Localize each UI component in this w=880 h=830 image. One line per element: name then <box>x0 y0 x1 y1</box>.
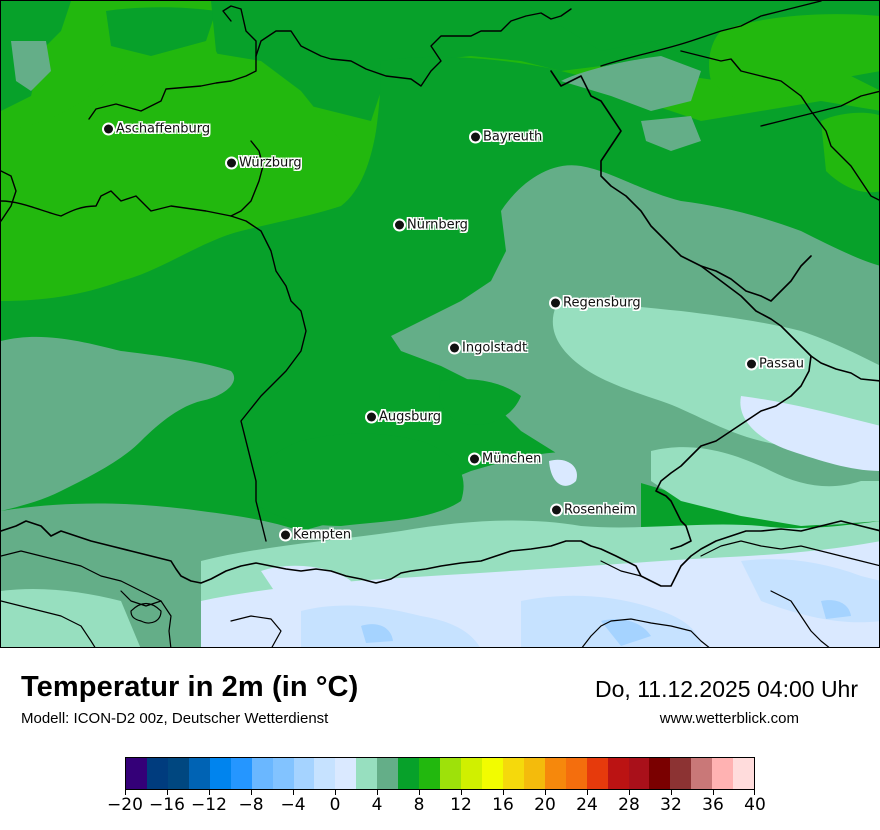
city-rosenheim: Rosenheim <box>552 503 636 518</box>
map-title: Temperatur in 2m (in °C) <box>21 671 359 703</box>
colorbar-segment <box>419 758 441 789</box>
model-info: Modell: ICON-D2 00z, Deutscher Wetterdie… <box>21 710 329 727</box>
colorbar-tick-label: −4 <box>280 795 306 815</box>
colorbar-segment <box>146 758 168 789</box>
temperature-map[interactable]: Aschaffenburg Würzburg Bayreuth Nürnberg… <box>0 0 880 648</box>
colorbar-tick-label: 8 <box>413 795 425 815</box>
colorbar-segment <box>314 758 336 789</box>
forecast-datetime: Do, 11.12.2025 04:00 Uhr <box>595 676 858 702</box>
colorbar-tick <box>419 790 420 795</box>
city-dot-icon <box>551 298 560 308</box>
colorbar-segment <box>377 758 399 789</box>
colorbar-segment <box>272 758 294 789</box>
colorbar-tick-label: −12 <box>191 795 227 815</box>
temperature-field <box>1 1 879 647</box>
city-passau: Passau <box>747 357 804 372</box>
city-bayreuth: Bayreuth <box>471 130 542 145</box>
city-kempten: Kempten <box>281 528 351 543</box>
colorbar-segment <box>712 758 734 789</box>
colorbar-segment <box>607 758 629 789</box>
city-dot-icon <box>367 412 376 422</box>
city-dot-icon <box>747 359 756 369</box>
colorbar-tick-label: 16 <box>492 795 514 815</box>
colorbar-segment <box>481 758 503 789</box>
colorbar-tick <box>754 790 755 795</box>
colorbar-segment <box>251 758 273 789</box>
colorbar-tick <box>167 790 168 795</box>
colorbar-segment <box>167 758 189 789</box>
colorbar-tick <box>629 790 630 795</box>
colorbar-segment <box>544 758 566 789</box>
colorbar-tick <box>125 790 126 795</box>
city-ingolstadt: Ingolstadt <box>450 341 527 356</box>
colorbar-segment <box>398 758 420 789</box>
colorbar-tick <box>503 790 504 795</box>
temperature-colorbar <box>125 757 755 790</box>
city-dot-icon <box>470 454 479 464</box>
colorbar-tick <box>209 790 210 795</box>
colorbar-tick-label: 0 <box>329 795 341 815</box>
city-muenchen: München <box>470 452 541 467</box>
colorbar-tick-label: −8 <box>238 795 264 815</box>
colorbar-tick-label: 4 <box>371 795 383 815</box>
colorbar-segment <box>356 758 378 789</box>
colorbar-tick-label: 20 <box>534 795 556 815</box>
colorbar-segment <box>461 758 482 789</box>
city-dot-icon <box>395 220 404 230</box>
colorbar-tick <box>461 790 462 795</box>
city-dot-icon <box>552 505 561 515</box>
colorbar-segment <box>628 758 650 789</box>
colorbar-tick <box>545 790 546 795</box>
colorbar-ticks: −20 −16 −12 −8 −4 0 4 8 12 16 20 24 28 32 36 40 <box>107 790 766 820</box>
colorbar-tick-label: −20 <box>107 795 143 815</box>
colorbar-segment <box>502 758 524 789</box>
colorbar-tick <box>251 790 252 795</box>
colorbar-tick-label: 32 <box>660 795 682 815</box>
colorbar-segment <box>565 758 587 789</box>
city-wuerzburg: Würzburg <box>227 156 302 171</box>
colorbar-segment <box>440 758 461 789</box>
colorbar-tick-label: 28 <box>618 795 640 815</box>
colorbar-tick-label: −16 <box>149 795 185 815</box>
colorbar-segment <box>293 758 315 789</box>
colorbar-tick <box>377 790 378 795</box>
website-link[interactable]: www.wetterblick.com <box>659 710 799 727</box>
colorbar-tick <box>587 790 588 795</box>
colorbar-tick <box>335 790 336 795</box>
colorbar-segment <box>126 758 147 789</box>
colorbar-tick <box>671 790 672 795</box>
colorbar-segment <box>188 758 210 789</box>
colorbar-tick <box>293 790 294 795</box>
colorbar-tick <box>713 790 714 795</box>
colorbar-tick-label: 40 <box>744 795 766 815</box>
city-dot-icon <box>281 530 290 540</box>
colorbar-segment <box>670 758 692 789</box>
colorbar-segment <box>586 758 608 789</box>
colorbar-segment <box>335 758 357 789</box>
colorbar-segment <box>649 758 671 789</box>
colorbar-tick-label: 36 <box>702 795 724 815</box>
city-augsburg: Augsburg <box>367 410 441 425</box>
city-aschaffenburg: Aschaffenburg <box>104 122 210 137</box>
colorbar-segment <box>733 758 755 789</box>
city-regensburg: Regensburg <box>551 296 641 311</box>
colorbar-segment <box>209 758 231 789</box>
colorbar-tick-label: 12 <box>450 795 472 815</box>
city-dot-icon <box>450 343 459 353</box>
colorbar-tick-label: 24 <box>576 795 598 815</box>
colorbar-segment <box>691 758 713 789</box>
city-dot-icon <box>104 124 113 134</box>
city-dot-icon <box>471 132 480 142</box>
colorbar-segment <box>523 758 545 789</box>
city-dot-icon <box>227 158 236 168</box>
colorbar-segment <box>230 758 252 789</box>
city-nuernberg: Nürnberg <box>395 218 468 233</box>
